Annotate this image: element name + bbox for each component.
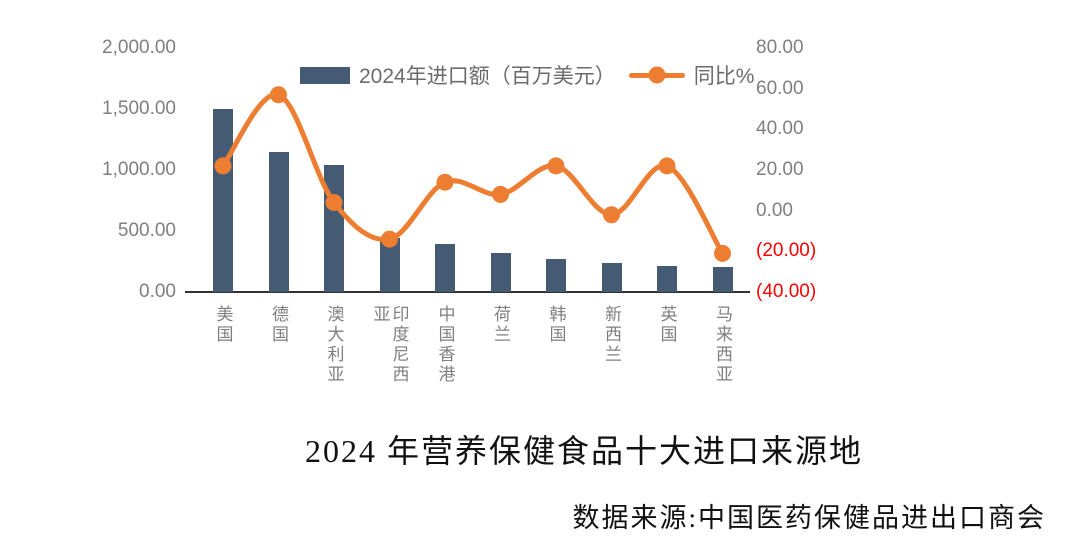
x-axis-line [185,291,750,293]
left-axis-tick: 0.00 [139,281,176,302]
left-axis-tick: 1,000.00 [102,159,176,180]
line-marker-韩国 [547,157,565,175]
category-label-韩国: 韩国 [546,305,566,345]
bar-中国香港 [435,244,455,292]
bar-马来西亚 [712,266,733,292]
right-axis-tick: 20.00 [756,159,804,180]
bar-韩国 [546,259,566,292]
line-marker-马来西亚 [714,244,731,262]
left-axis-tick: 500.00 [117,220,176,241]
legend-item-line-series: 同比% [628,60,755,90]
line-marker-荷兰 [492,185,509,203]
right-axis-tick: 80.00 [756,37,804,58]
chart-title: 2024 年营养保健食品十大进口来源地 [304,433,863,469]
left-axis-tick: 2,000.00 [102,37,176,58]
bar-series-label: 2024年进口额（百万美元） [359,65,616,88]
right-axis-tick: 40.00 [756,118,804,140]
category-label-新西兰: 新西兰 [602,305,621,365]
right-axis-tick: 60.00 [756,77,804,99]
bar-英国 [657,265,677,292]
category-label-德国: 德国 [269,305,288,345]
right-axis-tick: (20.00) [756,240,817,262]
line-series-path [220,92,725,256]
right-axis-tick: (40.00) [756,281,817,302]
category-label-澳大利亚: 澳大利亚 [324,305,344,385]
bar-美国 [213,109,233,292]
left-axis-tick: 1,500.00 [102,98,176,119]
category-label-荷兰: 荷兰 [491,305,510,345]
line-series-label: 同比% [693,65,755,88]
data-source-caption: 数据来源:中国医药保健品进出口商会 [572,503,1046,533]
bar-澳大利亚 [324,164,344,292]
line-series-swatch-icon [628,66,685,84]
bar-新西兰 [601,262,622,292]
category-label-英国: 英国 [657,305,677,345]
chart-legend: 2024年进口额（百万美元） 同比% [300,60,754,90]
line-marker-新西兰 [603,206,620,224]
bar-series-swatch-icon [300,66,350,84]
bar-印度尼西亚 [379,237,400,292]
category-label-印度尼西亚: 印度尼西亚 [370,305,409,385]
bar-荷兰 [490,252,511,292]
line-marker-中国香港 [436,173,454,191]
right-axis-tick: 0.00 [756,199,793,221]
legend-item-bar-series: 2024年进口额（百万美元） [300,60,616,90]
category-label-马来西亚: 马来西亚 [713,305,732,385]
category-label-中国香港: 中国香港 [435,305,455,385]
category-label-美国: 美国 [213,305,233,345]
bar-德国 [268,151,289,292]
line-marker-icon [648,66,666,84]
line-marker-英国 [658,157,676,175]
line-marker-德国 [270,86,287,104]
